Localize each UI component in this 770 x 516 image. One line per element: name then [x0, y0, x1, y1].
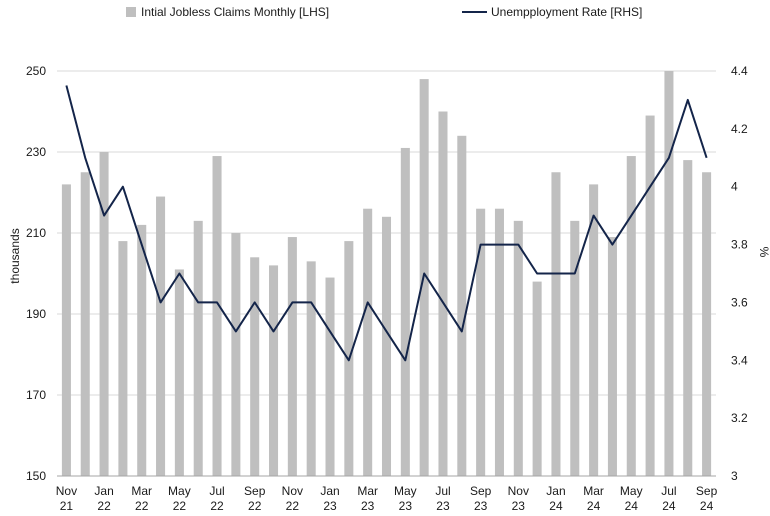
y-left-tick-label: 190: [26, 307, 46, 321]
x-tick-label: Jul 24: [661, 484, 676, 513]
bar: [626, 156, 636, 477]
x-tick-label: May 23: [394, 484, 417, 513]
x-tick-label: Mar 22: [131, 484, 152, 513]
y-right-axis-title: %: [757, 247, 770, 258]
x-tick-label: Jan 23: [320, 484, 339, 513]
bar: [306, 261, 316, 476]
x-tick-label: Nov 22: [282, 484, 303, 513]
legend-label-bar: Intial Jobless Claims Monthly [LHS]: [141, 5, 329, 19]
x-tick-label: Nov 21: [56, 484, 77, 513]
bar: [589, 184, 599, 476]
y-right-tick-label: 3.2: [731, 411, 748, 425]
bar: [118, 241, 128, 476]
x-tick-label: Jul 23: [435, 484, 450, 513]
unemployment-line: [65, 85, 708, 362]
bar: [532, 281, 542, 476]
bar: [570, 220, 580, 476]
bar: [193, 220, 203, 476]
bar: [494, 208, 504, 476]
bar: [551, 172, 561, 476]
bar: [325, 277, 335, 476]
legend: Intial Jobless Claims Monthly [LHS] Unem…: [126, 5, 642, 19]
line-series: [65, 85, 708, 362]
bar: [702, 172, 712, 476]
y-right-tick-label: 3.4: [731, 353, 748, 367]
bar: [683, 160, 693, 476]
x-tick-label: Mar 23: [357, 484, 378, 513]
y-right-tick-label: 4: [731, 180, 738, 194]
x-tick-label: Sep 24: [696, 484, 718, 513]
bar: [476, 208, 486, 476]
bar: [664, 71, 674, 476]
bar: [61, 184, 71, 476]
bar: [381, 216, 392, 477]
x-tick-label: May 24: [620, 484, 643, 513]
y-right-tick-label: 3.8: [731, 238, 748, 252]
legend-swatch-bar: [126, 7, 136, 17]
y-left-tick-label: 150: [26, 469, 46, 483]
bar: [269, 265, 279, 476]
bar: [231, 233, 241, 476]
x-tick-label: Jul 22: [209, 484, 224, 513]
y-left-tick-label: 170: [26, 388, 46, 402]
bar: [457, 135, 467, 477]
x-tick-label: Sep 23: [470, 484, 492, 513]
x-tick-label: Nov 23: [508, 484, 529, 513]
bar: [363, 208, 373, 476]
x-tick-label: Sep 22: [244, 484, 266, 513]
y-right-tick-label: 4.2: [731, 122, 748, 136]
bar: [80, 172, 90, 476]
y-right-tick-label: 3.6: [731, 295, 748, 309]
y-left-axis-title: thousands: [8, 228, 22, 283]
bar-series: [61, 71, 712, 477]
bar: [513, 220, 523, 476]
bar: [212, 156, 222, 477]
bar: [174, 269, 184, 476]
y-left-tick-label: 210: [26, 226, 46, 240]
y-right-tick-label: 3: [731, 469, 738, 483]
bar: [287, 237, 297, 476]
y-right-tick-label: 4.4: [731, 64, 748, 78]
y-left-tick-label: 230: [26, 145, 46, 159]
bar: [400, 147, 410, 476]
legend-label-line: Unempployment Rate [RHS]: [491, 5, 642, 19]
bar: [645, 115, 655, 477]
bar: [250, 257, 260, 476]
x-tick-label: Jan 22: [94, 484, 113, 513]
y-left-tick-label: 250: [26, 64, 46, 78]
x-tick-label: May 22: [168, 484, 191, 513]
bar: [137, 224, 147, 476]
x-tick-label: Jan 24: [546, 484, 565, 513]
bar: [99, 152, 109, 476]
axes: 150 170 190 210 230 250 3 3.2 3.4 3.6 3.8 4 4.2 4.4 No…: [26, 64, 748, 513]
x-tick-label: Mar 24: [583, 484, 604, 513]
bar: [156, 196, 166, 477]
bar: [438, 111, 448, 476]
bar: [607, 237, 617, 476]
